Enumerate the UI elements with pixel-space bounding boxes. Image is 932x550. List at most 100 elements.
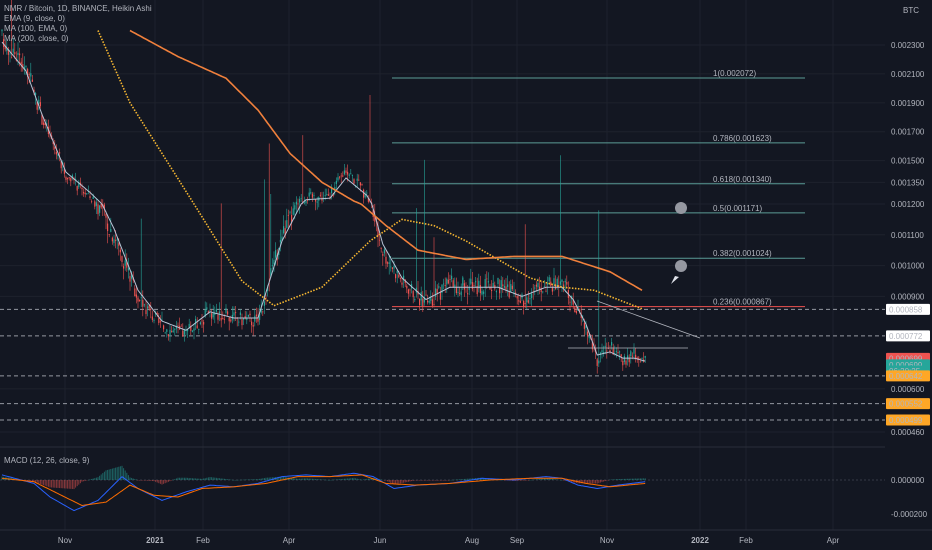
- macd-histogram-bar-278: [446, 480, 448, 481]
- candle-body-352: [564, 280, 566, 283]
- ma100-legend[interactable]: MA (100, EMA, 0): [4, 24, 68, 33]
- candle-body-140: [225, 308, 227, 313]
- macd-histogram-bar-370: [593, 480, 595, 484]
- macd-histogram-bar-15: [25, 480, 27, 481]
- macd-histogram-bar-27: [44, 480, 46, 486]
- candle-body-138: [222, 317, 224, 320]
- price-badge-text-1: 0.000772: [889, 332, 923, 341]
- symbol-title[interactable]: NMR / Bitcoin, 1D, BINANCE, Heikin Ashi: [4, 4, 152, 13]
- macd-histogram-bar-35: [57, 480, 59, 488]
- macd-histogram-bar-276: [443, 480, 445, 481]
- candle-body-303: [486, 278, 488, 280]
- candle-body-120: [193, 328, 195, 331]
- macd-histogram-bar-99: [159, 480, 161, 484]
- macd-histogram-bar-144: [231, 479, 233, 481]
- macd-histogram-bar-265: [425, 480, 427, 481]
- macd-histogram-bar-118: [190, 478, 192, 480]
- macd-histogram-bar-268: [430, 480, 432, 481]
- macd-histogram-bar-193: [310, 478, 312, 480]
- macd-histogram-bar-300: [481, 477, 483, 480]
- macd-histogram-bar-293: [470, 478, 472, 480]
- price-badge-5: [886, 370, 930, 382]
- macd-histogram-bar-398: [638, 478, 640, 480]
- candle-body-109: [175, 326, 177, 329]
- ma200-legend[interactable]: MA (200, close, 0): [4, 34, 69, 43]
- candle-body-243: [390, 266, 392, 268]
- macd-histogram-bar-394: [631, 478, 633, 480]
- macd-histogram-bar-388: [622, 478, 624, 480]
- macd-histogram-bar-127: [204, 478, 206, 480]
- time-axis[interactable]: Nov 2021 Feb Apr Jun Aug Sep Nov 2022 Feb Apr: [0, 529, 932, 550]
- candle-body-98: [158, 317, 160, 324]
- candle-body-153: [246, 317, 248, 321]
- macd-histogram-bar-52: [84, 480, 86, 481]
- time-tick-3: Apr: [283, 536, 296, 545]
- candle-body-75: [121, 256, 123, 263]
- candle-body-112: [180, 325, 182, 327]
- macd-histogram-bar-31: [51, 480, 53, 488]
- candle-body-220: [353, 179, 355, 184]
- macd-histogram-bar-206: [331, 479, 333, 481]
- candle-body-233: [374, 216, 376, 222]
- macd-histogram-bar-146: [235, 479, 237, 481]
- candle-body-336: [539, 286, 541, 290]
- candle-body-16: [27, 68, 29, 77]
- macd-histogram-bar-252: [404, 480, 406, 483]
- candle-body-267: [428, 300, 430, 303]
- candle-body-317: [508, 291, 510, 298]
- candle-body-139: [223, 319, 225, 320]
- macd-histogram-bar-24: [39, 480, 41, 484]
- ema-legend[interactable]: EMA (9, close, 0): [4, 14, 65, 23]
- macd-histogram-bar-59: [95, 477, 97, 480]
- candle-body-316: [507, 284, 509, 287]
- price-axis[interactable]: 0.002300 0.002100 0.001900 0.001700 0.001500…: [885, 0, 932, 530]
- price-badge-7: [886, 414, 930, 426]
- macd-histogram-bar-395: [633, 478, 635, 480]
- candle-body-255: [409, 289, 411, 291]
- candle-body-71: [115, 240, 117, 242]
- price-badge-text-5: 0.000642: [889, 372, 923, 381]
- candle-body-228: [366, 192, 368, 194]
- candle-body-312: [500, 280, 502, 289]
- macd-histogram-bar-112: [180, 477, 182, 480]
- candle-body-339: [543, 285, 545, 287]
- candle-body-183: [294, 205, 296, 210]
- candle-body-131: [211, 313, 213, 319]
- trendline-drawings[interactable]: [568, 300, 701, 349]
- macd-histogram-bar-363: [582, 480, 584, 484]
- candle-body-248: [398, 274, 400, 278]
- macd-histogram-bar-148: [238, 479, 240, 481]
- candle-body-101: [163, 325, 165, 330]
- macd-histogram-bar-34: [55, 480, 57, 488]
- macd-histogram-bar-269: [431, 480, 433, 481]
- candle-body-76: [123, 266, 125, 269]
- candle-body-347: [556, 278, 558, 287]
- candle-body-41: [67, 177, 69, 180]
- candle-body-396: [635, 354, 637, 359]
- macd-histogram-bar-237: [380, 479, 382, 480]
- macd-legend[interactable]: MACD (12, 26, close, 9): [4, 456, 90, 465]
- price-tick-10: 0.000600: [891, 385, 925, 394]
- candle-body-340: [545, 290, 547, 292]
- macd-histogram-bar-240: [385, 480, 387, 481]
- candle-body-387: [620, 354, 622, 357]
- macd-histogram-bar-230: [369, 478, 371, 480]
- macd-histogram-bar-334: [535, 479, 537, 480]
- macd-histogram-bar-355: [569, 480, 571, 482]
- candle-body-185: [297, 203, 299, 205]
- candle-body-13: [22, 64, 24, 69]
- macd-histogram-bar-400: [641, 478, 643, 480]
- candle-body-345: [553, 278, 555, 285]
- macd-histogram-bar-284: [455, 479, 457, 481]
- macd-histogram-bar-73: [118, 466, 120, 480]
- macd-histogram-bar-142: [228, 479, 230, 480]
- macd-histogram-bar-226: [363, 479, 365, 480]
- macd-histogram-bar-132: [212, 477, 214, 480]
- macd-histogram-bar-162: [260, 478, 262, 480]
- macd-histogram-bar-259: [415, 480, 417, 481]
- macd-histogram-bar-389: [623, 478, 625, 480]
- candle-body-245: [393, 266, 395, 269]
- candle-body-366: [587, 331, 589, 337]
- macd-histogram-bar-372: [596, 480, 598, 484]
